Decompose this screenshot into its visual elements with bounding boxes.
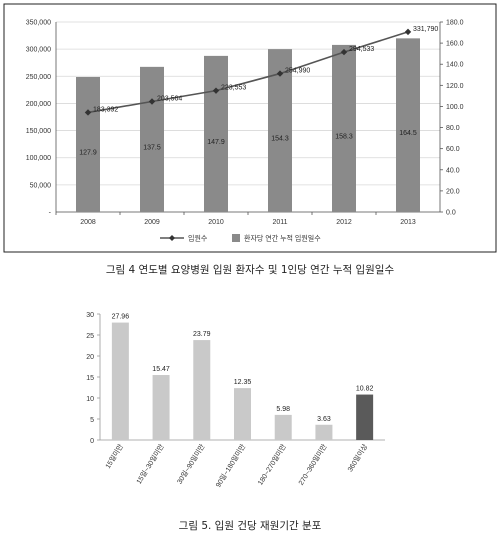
chart-2-bar [152,375,170,440]
chart-2-y-tick-label: 25 [86,333,94,340]
chart-1-x-tick-label: 2012 [336,219,352,226]
chart-1-right-tick-label: 60.0 [446,146,460,153]
chart-1-line-point [84,109,92,116]
chart-1-line-series [87,31,409,114]
chart-2-x-tick-label: 180~270일미만 [255,442,288,487]
chart-2-bar-label: 23.79 [193,331,211,338]
chart-1-yearly-inpatients: - 50,000 100,000 150,000 200,000 250,000 300,0… [3,3,497,253]
chart-1-bar [76,76,100,212]
chart-1-left-tick-label: 100,000 [26,155,51,162]
chart-1-left-tick-label: - [49,210,52,217]
chart-1-bar [332,44,356,213]
chart-2-caption: 그림 5. 입원 건당 재원기간 분포 [178,520,322,532]
chart-1-bar-label: 158.3 [335,133,353,140]
chart-2-y-tick-label: 30 [86,312,94,319]
chart-1-legend: 입원수 환자당 연간 누적 입원일수 [160,234,321,243]
chart-1-right-tick-label: 80.0 [446,125,460,132]
chart-1-bar-label: 147.9 [207,139,225,146]
chart-1-left-tick-label: 250,000 [26,74,51,81]
chart-2-y-tick-label: 15 [86,375,94,382]
chart-1-x-tick-label: 2010 [208,219,224,226]
chart-1-caption: 그림 4 연도별 요양병원 입원 환자수 및 1인당 연간 누적 입원일수 [105,264,395,276]
chart-1-right-tick-label: 160.0 [446,41,464,48]
chart-1-bar-label: 154.3 [271,136,289,143]
chart-1-line-label: 294,533 [349,46,374,53]
chart-1-line-point [148,98,156,105]
chart-1-right-tick-label: 140.0 [446,62,464,69]
chart-1-bar-label: 137.5 [143,144,161,151]
chart-2-bar [274,414,292,440]
chart-2-bar-label: 3.63 [317,416,331,423]
chart-2-bar [111,322,129,440]
chart-1-line-label: 331,790 [413,26,438,33]
chart-2-bar-label: 12.35 [234,379,252,386]
chart-2-bar [356,394,374,440]
chart-1-x-tick-label: 2008 [80,219,96,226]
chart-2-y-tick-label: 20 [86,354,94,361]
chart-1-right-tick-label: 180.0 [446,20,464,27]
legend-bar-swatch [232,234,240,242]
chart-1-left-tick-label: 150,000 [26,128,51,135]
chart-1-bar [204,55,228,213]
chart-2-x-tick-label: 270~360일미만 [296,442,329,487]
chart-1-bar-label: 127.9 [79,149,97,156]
chart-1-line-point [404,28,412,36]
chart-1-right-tick-label: 20.0 [446,188,460,195]
chart-1-bar [140,66,164,212]
chart-1-line-point [212,87,220,94]
chart-2-x-tick-label: 30일~90일미만 [175,442,207,486]
chart-1-right-tick-label: 40.0 [446,167,460,174]
legend-bar-label: 환자당 연간 누적 입원일수 [244,234,321,243]
chart-2-x-tick-label: 360일이상 [345,442,369,474]
chart-2-bar-label: 5.98 [276,406,290,413]
chart-1-right-tick-label: 0.0 [446,210,456,217]
chart-2-y-tick-label: 0 [90,438,94,445]
chart-1-left-tick-label: 200,000 [26,101,51,108]
chart-2-bar [234,388,251,440]
legend-line-marker [169,235,175,241]
chart-1-bar [396,38,420,212]
chart-2-bar-label: 15.47 [152,366,170,373]
chart-1-line-label: 223,553 [221,85,246,92]
chart-1-x-tick-label: 2011 [272,219,287,226]
chart-2-x-tick-label: 90일~180일미만 [213,442,247,489]
chart-1-left-tick-label: 300,000 [26,47,51,54]
legend-line-label: 입원수 [188,234,208,243]
chart-1-line-point [340,48,348,56]
chart-2-y-tick-label: 5 [90,417,94,424]
chart-2-stay-duration: 0 5 10 15 20 25 30 27.96 15일미만 15.47 15일~30일미만 23.7… [86,312,385,489]
chart-1-left-tick-label: 50,000 [30,182,52,189]
chart-1-line-label: 254,990 [285,68,310,75]
chart-2-bar [193,340,211,440]
chart-1-right-tick-label: 100.0 [446,104,464,111]
chart-1-line-label: 203,564 [157,95,182,102]
chart-1-x-tick-label: 2009 [144,219,160,226]
chart-1-right-tick-label: 120.0 [446,83,464,90]
chart-1-x-tick-label: 2013 [400,219,416,226]
chart-2-y-tick-label: 10 [86,396,94,403]
chart-1-line-point [276,70,284,77]
chart-2-x-tick-label: 15일미만 [103,442,125,470]
chart-2-bar [315,424,333,440]
chart-1-bar-label: 164.5 [399,130,417,137]
chart-1-left-tick-label: 350,000 [26,20,51,27]
chart-2-x-tick-label: 15일~30일미만 [134,442,166,486]
chart-2-bar-label: 27.96 [112,314,130,321]
chart-1-line-label: 183,392 [93,106,118,113]
chart-2-bar-label: 10.82 [356,386,374,393]
